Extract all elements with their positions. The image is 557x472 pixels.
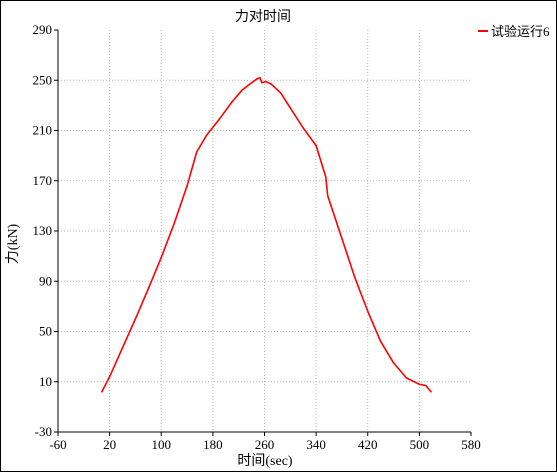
data-point bbox=[425, 384, 427, 387]
x-tick-label: 100 bbox=[152, 437, 172, 452]
y-tick-label: 90 bbox=[39, 273, 52, 288]
y-tick-label: 50 bbox=[39, 324, 52, 339]
data-point bbox=[195, 151, 198, 153]
x-axis-label: 时间(sec) bbox=[237, 453, 293, 469]
x-tick-label: -60 bbox=[49, 437, 66, 452]
y-axis-label: 力(kN) bbox=[5, 223, 21, 264]
x-tick-label: 180 bbox=[203, 437, 223, 452]
data-point bbox=[354, 276, 356, 279]
y-tick-label: 290 bbox=[33, 22, 53, 37]
data-point bbox=[379, 340, 382, 343]
x-tick-label: 340 bbox=[306, 437, 326, 452]
data-point bbox=[418, 383, 421, 386]
y-tick-label: 170 bbox=[33, 173, 53, 188]
series-line bbox=[101, 76, 432, 393]
data-point bbox=[255, 78, 258, 80]
data-point bbox=[264, 80, 267, 83]
data-point bbox=[326, 195, 329, 197]
data-point bbox=[289, 107, 292, 109]
data-point bbox=[147, 287, 150, 290]
data-point bbox=[315, 144, 317, 147]
data-point bbox=[366, 310, 369, 313]
data-point bbox=[101, 391, 103, 393]
data-point bbox=[405, 377, 408, 379]
y-tick-label: 10 bbox=[39, 374, 52, 389]
x-tick-label: 420 bbox=[358, 437, 378, 452]
y-tick-label: 130 bbox=[33, 223, 53, 238]
legend-label: 试验运行6 bbox=[491, 24, 550, 39]
data-point bbox=[250, 81, 253, 84]
data-point bbox=[270, 83, 272, 85]
x-tick-label: 260 bbox=[255, 437, 275, 452]
y-tick-label: 250 bbox=[33, 72, 53, 87]
data-point bbox=[259, 76, 261, 79]
data-point bbox=[241, 89, 243, 92]
y-tick-label: 210 bbox=[33, 123, 53, 138]
data-point bbox=[302, 127, 305, 129]
x-tick-label: 20 bbox=[103, 437, 116, 452]
data-point bbox=[430, 391, 432, 393]
data-point bbox=[341, 237, 343, 240]
data-point bbox=[205, 134, 208, 137]
x-tick-label: 580 bbox=[461, 437, 481, 452]
data-point bbox=[108, 375, 111, 378]
data-point bbox=[186, 184, 188, 187]
data-point bbox=[173, 222, 175, 225]
data-point bbox=[160, 256, 163, 259]
data-point bbox=[218, 118, 221, 120]
data-point bbox=[279, 92, 282, 94]
data-point bbox=[121, 347, 124, 349]
data-point bbox=[261, 81, 263, 84]
data-point bbox=[325, 176, 327, 178]
data-point bbox=[392, 362, 395, 364]
x-tick-label: 500 bbox=[410, 437, 430, 452]
y-tick-label: -30 bbox=[35, 424, 52, 439]
data-point bbox=[134, 318, 137, 320]
chart-title: 力对时间 bbox=[235, 9, 291, 25]
data-point bbox=[231, 100, 234, 103]
